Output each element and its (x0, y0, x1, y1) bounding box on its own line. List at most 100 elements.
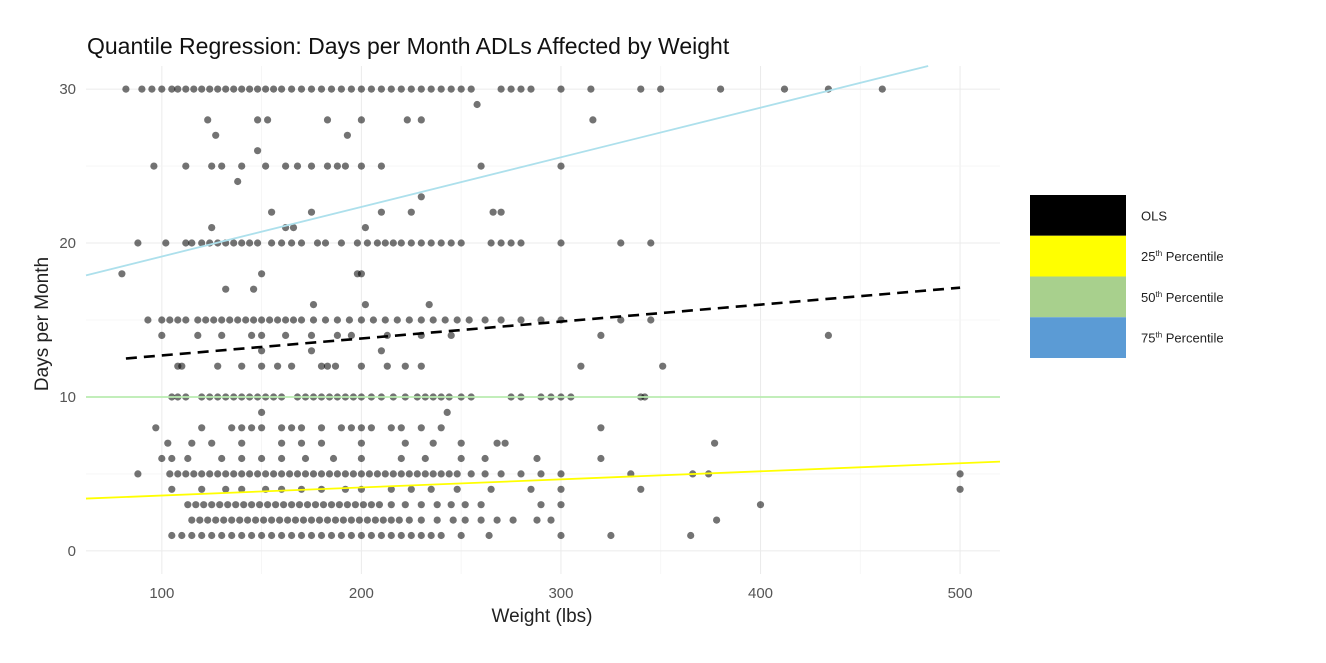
data-point (443, 408, 451, 416)
data-point (457, 531, 465, 540)
data-point (343, 501, 351, 509)
data-point (327, 85, 336, 93)
data-point (289, 224, 298, 232)
data-point (489, 208, 497, 216)
data-point (240, 501, 248, 509)
data-point (258, 531, 266, 540)
data-point (357, 116, 365, 124)
data-point (174, 85, 182, 93)
data-point (182, 85, 190, 93)
data-point (429, 470, 437, 478)
data-point (453, 470, 461, 478)
data-point (228, 531, 236, 540)
data-point (397, 470, 405, 478)
data-point (429, 439, 437, 447)
data-point (238, 424, 246, 432)
data-point (713, 516, 721, 524)
data-point (397, 531, 405, 540)
y-tick-label: 10 (59, 389, 76, 406)
data-point (347, 85, 355, 93)
data-point (317, 424, 326, 432)
data-point (184, 501, 192, 509)
data-point (309, 470, 318, 478)
data-point (228, 516, 236, 524)
data-point (325, 470, 334, 478)
data-point (258, 347, 266, 355)
data-point (429, 316, 437, 324)
data-point (557, 531, 565, 540)
x-axis-ticks: 100 200 300 400 500 (149, 585, 972, 602)
x-tick-label: 100 (149, 585, 174, 602)
data-point (407, 485, 415, 493)
data-point (276, 516, 284, 524)
data-point (321, 316, 330, 324)
data-point (327, 531, 336, 540)
data-point (168, 485, 176, 493)
data-point (824, 331, 833, 339)
data-point (284, 516, 292, 524)
data-point (208, 162, 216, 170)
data-point (517, 85, 525, 93)
data-point (238, 454, 246, 463)
data-point (437, 85, 445, 93)
line-ols (125, 286, 961, 360)
data-point (345, 316, 353, 324)
data-point (194, 316, 202, 324)
data-point (208, 439, 216, 447)
data-point (329, 454, 338, 463)
data-point (557, 162, 565, 170)
data-point (397, 454, 405, 463)
data-point (365, 470, 373, 478)
data-point (547, 516, 555, 524)
data-point (956, 485, 964, 493)
data-point (258, 316, 266, 324)
data-point (246, 470, 254, 478)
data-point (487, 239, 495, 247)
data-point (317, 439, 326, 447)
data-point (457, 85, 465, 93)
data-point (375, 501, 383, 509)
data-point (254, 116, 262, 124)
data-point (407, 85, 415, 93)
data-point (246, 239, 254, 247)
data-point (212, 516, 220, 524)
data-point (637, 485, 645, 493)
data-point (381, 470, 389, 478)
data-point (393, 316, 401, 324)
data-point (353, 239, 361, 247)
data-point (357, 454, 365, 463)
line-75th-percentile (85, 65, 929, 277)
data-point (369, 316, 377, 324)
data-point (242, 316, 250, 324)
data-point (357, 439, 365, 447)
data-point (373, 239, 381, 247)
data-point (337, 239, 345, 247)
data-point (437, 424, 445, 432)
data-point (148, 85, 156, 93)
data-point (377, 531, 385, 540)
data-point (208, 501, 216, 509)
data-point (373, 470, 381, 478)
data-point (307, 516, 316, 524)
data-point (204, 116, 212, 124)
data-point (278, 85, 286, 93)
data-point (647, 316, 655, 324)
data-point (282, 316, 290, 324)
data-point (317, 362, 326, 370)
data-point (198, 531, 206, 540)
data-point (278, 470, 286, 478)
data-point (533, 454, 541, 463)
data-point (158, 85, 166, 93)
data-point (337, 531, 345, 540)
data-point (501, 439, 509, 447)
data-point (421, 470, 429, 478)
data-point (278, 439, 286, 447)
data-point (477, 162, 485, 170)
data-point (517, 470, 525, 478)
data-point (351, 501, 359, 509)
data-point (297, 531, 306, 540)
data-point (427, 85, 435, 93)
legend-label: 50th Percentile (1141, 290, 1224, 305)
data-point (427, 239, 435, 247)
data-point (361, 301, 369, 309)
